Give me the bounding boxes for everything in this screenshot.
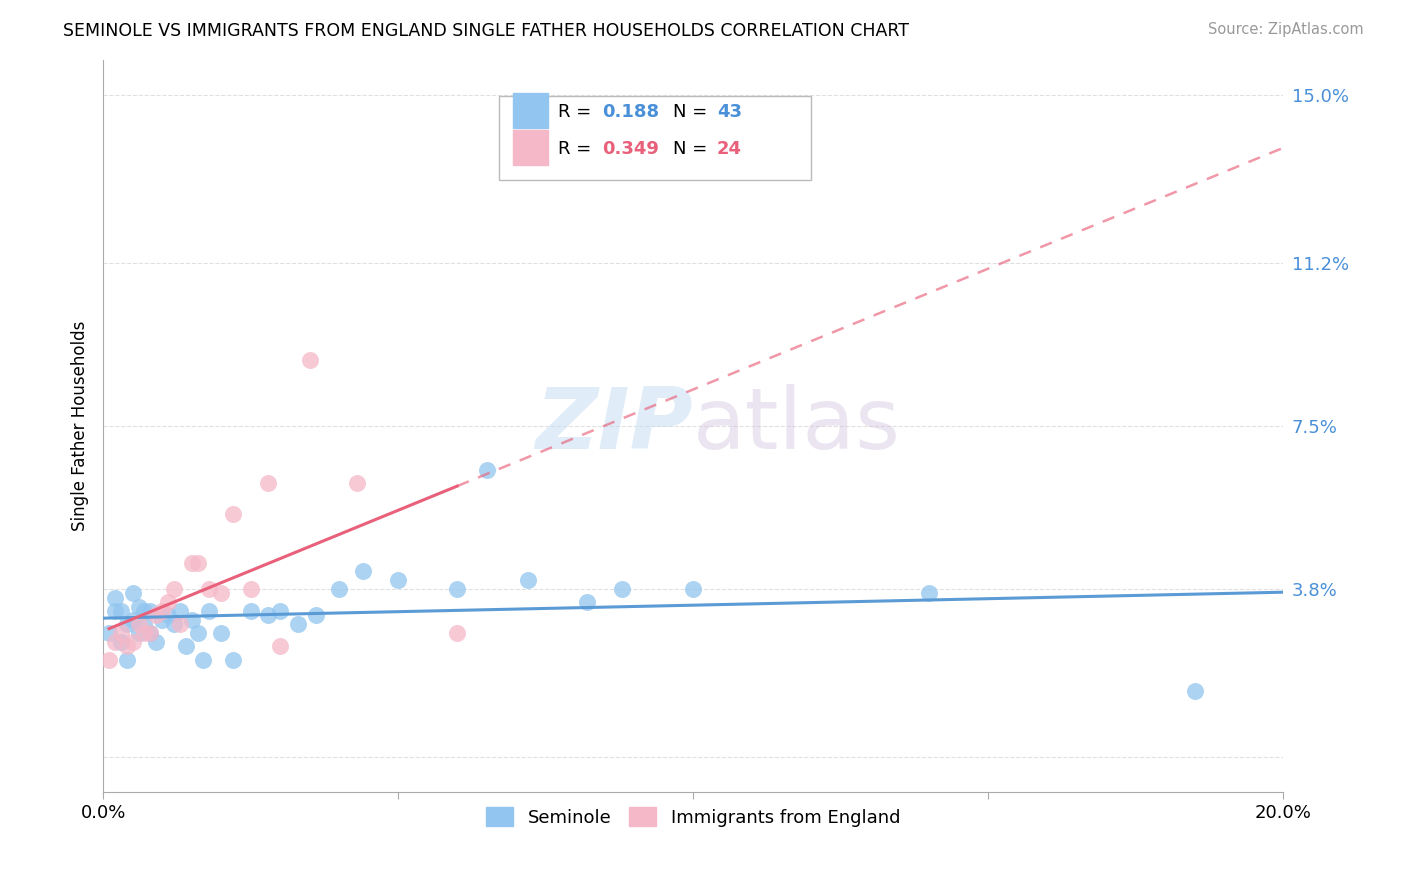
Point [257, 608, 280, 623]
Point [128, 599, 150, 614]
Point [918, 586, 941, 600]
Point [121, 613, 143, 627]
Point [346, 476, 368, 491]
Point [163, 617, 186, 632]
Point [222, 507, 245, 521]
Point [187, 626, 209, 640]
Point [110, 626, 132, 640]
Text: R =: R = [558, 140, 596, 158]
Point [269, 604, 291, 618]
Point [104, 591, 127, 605]
Point [104, 635, 127, 649]
Text: N =: N = [673, 103, 713, 121]
Point [145, 608, 167, 623]
Point [1184, 683, 1206, 698]
Legend: Seminole, Immigrants from England: Seminole, Immigrants from England [477, 798, 910, 836]
Point [257, 476, 280, 491]
Point [128, 617, 150, 632]
Point [180, 613, 202, 627]
Point [517, 573, 540, 587]
Point [239, 582, 262, 596]
Point [576, 595, 599, 609]
Text: 0.349: 0.349 [602, 140, 659, 158]
Point [110, 635, 132, 649]
Point [304, 608, 326, 623]
Text: 0.188: 0.188 [602, 103, 659, 121]
Point [115, 652, 138, 666]
Point [139, 626, 162, 640]
Point [139, 604, 162, 618]
Point [446, 626, 468, 640]
Point [475, 463, 498, 477]
Point [198, 582, 221, 596]
Point [139, 626, 162, 640]
Bar [513, 93, 548, 128]
Point [209, 586, 232, 600]
Point [222, 652, 245, 666]
Point [150, 613, 173, 627]
Text: 43: 43 [717, 103, 742, 121]
Point [682, 582, 704, 596]
Point [157, 595, 180, 609]
Point [98, 626, 121, 640]
Point [169, 617, 191, 632]
Text: Source: ZipAtlas.com: Source: ZipAtlas.com [1208, 22, 1364, 37]
Y-axis label: Single Father Households: Single Father Households [72, 320, 89, 531]
Point [98, 652, 121, 666]
Point [163, 582, 186, 596]
Point [239, 604, 262, 618]
Text: ZIP: ZIP [536, 384, 693, 467]
FancyBboxPatch shape [499, 96, 811, 180]
Point [150, 604, 173, 618]
Point [446, 582, 468, 596]
Point [209, 626, 232, 640]
Point [104, 604, 127, 618]
Point [269, 640, 291, 654]
Point [110, 604, 132, 618]
Point [134, 617, 156, 632]
Point [169, 604, 191, 618]
Point [115, 617, 138, 632]
Point [612, 582, 634, 596]
Point [387, 573, 409, 587]
Point [352, 565, 374, 579]
Point [121, 635, 143, 649]
Text: SEMINOLE VS IMMIGRANTS FROM ENGLAND SINGLE FATHER HOUSEHOLDS CORRELATION CHART: SEMINOLE VS IMMIGRANTS FROM ENGLAND SING… [63, 22, 910, 40]
Point [187, 556, 209, 570]
Point [298, 352, 321, 367]
Bar [513, 130, 548, 165]
Point [115, 640, 138, 654]
Text: atlas: atlas [693, 384, 901, 467]
Point [134, 604, 156, 618]
Point [121, 586, 143, 600]
Point [174, 640, 197, 654]
Point [198, 604, 221, 618]
Text: 24: 24 [717, 140, 742, 158]
Point [328, 582, 350, 596]
Point [193, 652, 215, 666]
Text: N =: N = [673, 140, 713, 158]
Point [128, 626, 150, 640]
Text: R =: R = [558, 103, 596, 121]
Point [180, 556, 202, 570]
Point [134, 626, 156, 640]
Point [157, 608, 180, 623]
Point [145, 635, 167, 649]
Point [287, 617, 309, 632]
